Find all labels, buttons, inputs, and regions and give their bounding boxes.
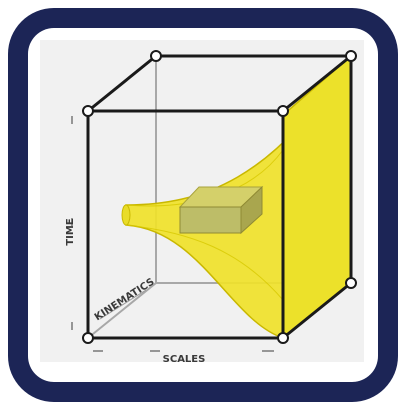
cube-vertices bbox=[82, 50, 357, 344]
funnel-lower-contour bbox=[125, 224, 284, 301]
vertex-node bbox=[345, 50, 357, 62]
vertex-node bbox=[82, 105, 94, 117]
block-front-face bbox=[179, 206, 242, 234]
cube-top-left-depth-edge bbox=[87, 54, 157, 113]
vertex-node bbox=[82, 332, 94, 344]
time-axis-label: TIME bbox=[65, 218, 76, 245]
cube-bottom-right-depth-edge bbox=[282, 281, 352, 340]
cube-back-depth-edge bbox=[87, 282, 157, 339]
kinematics-tick-line bbox=[99, 289, 147, 320]
kinematics-axis-label: KINEMATICS bbox=[93, 277, 157, 324]
vertex-node bbox=[345, 277, 357, 289]
funnel-front-face bbox=[282, 54, 352, 340]
scale-block bbox=[178, 185, 264, 235]
funnel-narrow-end bbox=[121, 204, 131, 226]
axis-ticks bbox=[71, 116, 274, 352]
cube-visible-edges bbox=[86, 54, 353, 340]
vertex-node bbox=[150, 50, 162, 62]
vertex-node bbox=[277, 332, 289, 344]
vertex-node bbox=[277, 105, 289, 117]
cube-top-right-depth-edge bbox=[282, 54, 352, 113]
scales-axis-label: SCALES bbox=[163, 354, 206, 365]
